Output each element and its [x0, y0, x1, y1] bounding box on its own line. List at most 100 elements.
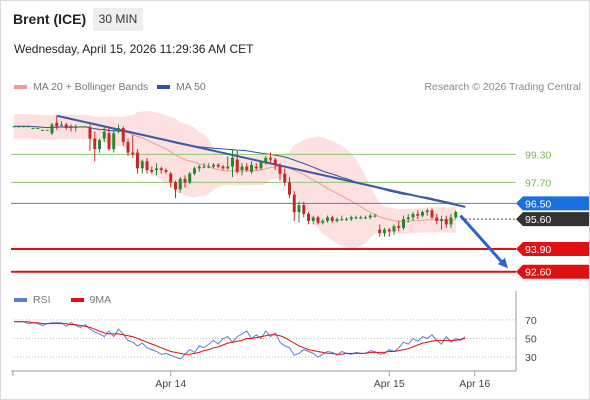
candle [150, 170, 154, 172]
candle [79, 126, 82, 128]
candle [302, 205, 306, 214]
candle [226, 166, 230, 169]
candle [254, 166, 258, 169]
candle [112, 133, 116, 150]
level-label-97.70: 97.70 [525, 177, 551, 189]
candle [136, 152, 139, 169]
candle [273, 159, 277, 165]
candle [269, 157, 272, 160]
candle [145, 161, 149, 171]
candle [83, 126, 87, 128]
candle [354, 217, 358, 219]
candle [221, 166, 225, 169]
last-price-tag [516, 212, 589, 227]
level-label-92.60: 92.60 [525, 267, 551, 279]
candle [17, 126, 21, 128]
ma20-swatch-icon [14, 85, 27, 89]
candle [178, 178, 182, 190]
candle [321, 220, 325, 223]
candle [88, 128, 92, 139]
candle [402, 219, 405, 228]
rsi-series-9MA [14, 321, 466, 355]
last-price-label: 95.60 [525, 214, 551, 226]
candle [349, 217, 353, 220]
candle [297, 205, 301, 213]
candle [169, 173, 173, 183]
rsi-tick-70: 70 [525, 315, 537, 327]
legend-ma20: MA 20 + Bollinger Bands [14, 81, 148, 93]
candle [449, 217, 453, 225]
candle [454, 212, 458, 218]
candle [416, 213, 420, 216]
candle [444, 219, 448, 225]
candle [373, 215, 377, 217]
x-tick-Apr 15: Apr 15 [374, 378, 405, 390]
candle [235, 159, 239, 172]
candle [102, 131, 106, 139]
candle [131, 152, 135, 155]
candle [117, 128, 120, 132]
candle [440, 219, 443, 221]
candle [140, 161, 144, 169]
candle [159, 168, 163, 171]
level-label-99.30: 99.30 [525, 149, 551, 161]
rsi-series-RSI [14, 321, 466, 360]
level-label-93.90: 93.90 [525, 244, 551, 256]
rsi-ma-swatch-icon [70, 298, 84, 302]
level-tag-96.50 [516, 196, 589, 211]
candle [340, 219, 344, 221]
candle [283, 173, 287, 183]
candle [69, 126, 73, 129]
forecast-arrow-shaft [459, 214, 504, 264]
candle [316, 217, 320, 223]
candle [207, 166, 211, 168]
candle [397, 226, 401, 228]
legend-ma20-label: MA 20 + Bollinger Bands [33, 81, 149, 93]
candle [288, 182, 291, 195]
candle [197, 166, 201, 169]
timeframe-button[interactable]: 30 MIN [93, 8, 143, 31]
legend-ma50: MA 50 [157, 81, 206, 93]
instrument-title: Brent (ICE) [13, 11, 87, 27]
ma50-swatch-icon [157, 85, 170, 89]
x-tick-Apr 16: Apr 16 [459, 378, 490, 390]
candle [174, 182, 177, 190]
candle [64, 124, 68, 129]
candle [193, 168, 196, 174]
candle [155, 168, 158, 171]
credit-label: Research © 2026 Trading Central [424, 81, 581, 93]
candle [74, 126, 78, 129]
forecast-arrow-icon [497, 257, 508, 269]
candle [55, 122, 59, 127]
candle [12, 126, 16, 128]
candle [292, 194, 296, 213]
rsi-tick-30: 30 [525, 352, 537, 364]
candle [264, 157, 268, 164]
candle [311, 217, 315, 221]
level-tag-93.90 [516, 241, 589, 256]
candle [383, 229, 386, 234]
candle [202, 166, 206, 168]
datetime-label: Wednesday, April 15, 2026 11:29:36 AM CE… [14, 42, 254, 56]
candle [359, 217, 363, 219]
candle [164, 170, 168, 172]
x-tick-Apr 14: Apr 14 [155, 378, 186, 390]
candle [22, 126, 25, 128]
rsi-swatch-icon [14, 298, 27, 302]
level-tag-92.60 [516, 264, 589, 279]
candle [36, 128, 40, 130]
candle [188, 173, 192, 183]
candle [345, 219, 348, 221]
candle [368, 215, 372, 218]
candle [435, 217, 439, 221]
candle [212, 164, 215, 167]
candle [245, 166, 249, 171]
candle [307, 213, 310, 221]
candle [278, 164, 282, 174]
candle [330, 217, 334, 221]
candle [41, 129, 44, 131]
candle [421, 212, 424, 216]
candle [26, 126, 30, 128]
